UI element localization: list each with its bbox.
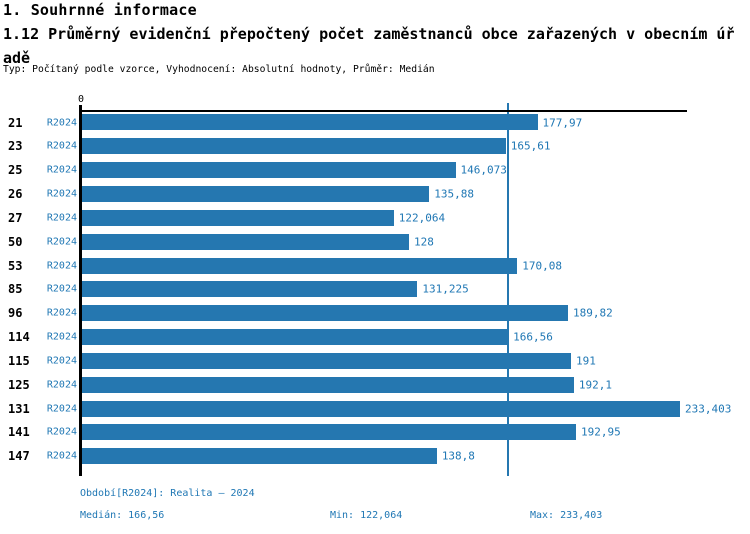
value-bar bbox=[82, 281, 418, 298]
row-category-label: 85 bbox=[8, 282, 23, 297]
bar-value-label: 128 bbox=[414, 235, 434, 249]
value-bar bbox=[82, 257, 518, 274]
value-bar bbox=[82, 162, 456, 179]
row-category-label: 26 bbox=[8, 187, 23, 202]
row-category-label: 141 bbox=[8, 425, 30, 440]
value-bar bbox=[82, 138, 506, 155]
bar-value-label: 233,403 bbox=[685, 402, 732, 416]
row-category-label: 21 bbox=[8, 115, 23, 130]
row-category-label: 125 bbox=[8, 377, 30, 392]
value-bar bbox=[82, 114, 538, 131]
chart-row: 26 R2024 135,88 bbox=[0, 182, 750, 206]
row-category-label: 50 bbox=[8, 234, 23, 249]
chart-title-line-2: adě bbox=[3, 49, 31, 67]
row-series-label: R2024 bbox=[46, 260, 77, 272]
bar-value-label: 192,1 bbox=[578, 378, 612, 392]
row-category-label: 27 bbox=[8, 210, 23, 225]
bar-value-label: 192,95 bbox=[581, 425, 621, 439]
value-bar bbox=[82, 376, 574, 393]
chart-row: 131 R2024 233,403 bbox=[0, 397, 750, 421]
row-series-label: R2024 bbox=[46, 164, 77, 176]
chart-rows: 21 R2024 177,97 23 R2024 165,61 25 R2024 146,073… bbox=[0, 111, 750, 469]
chart-row: 115 R2024 191 bbox=[0, 349, 750, 373]
legend-period: Období[R2024]: Realita – 2024 bbox=[80, 488, 255, 499]
chart-meta-info: Typ: Počítaný podle vzorce, Vyhodnocení:… bbox=[3, 64, 435, 75]
row-category-label: 131 bbox=[8, 401, 30, 416]
row-category-label: 23 bbox=[8, 139, 23, 154]
chart-row: 114 R2024 166,56 bbox=[0, 325, 750, 349]
chart-row: 85 R2024 131,225 bbox=[0, 278, 750, 302]
row-series-label: R2024 bbox=[46, 140, 77, 152]
row-category-label: 114 bbox=[8, 330, 30, 345]
bar-value-label: 170,08 bbox=[522, 259, 562, 273]
value-bar bbox=[82, 400, 680, 417]
row-series-label: R2024 bbox=[46, 283, 77, 295]
bar-value-label: 166,56 bbox=[513, 330, 553, 344]
chart-title-line-1: 1.12 Průměrný evidenční přepočtený počet… bbox=[3, 25, 735, 43]
row-series-label: R2024 bbox=[46, 212, 77, 224]
row-category-label: 96 bbox=[8, 306, 23, 321]
x-axis-line bbox=[79, 110, 687, 112]
row-category-label: 115 bbox=[8, 353, 30, 368]
stat-median: Medián: 166,56 bbox=[80, 510, 165, 521]
chart-row: 53 R2024 170,08 bbox=[0, 254, 750, 278]
bar-value-label: 189,82 bbox=[572, 306, 613, 320]
chart-row: 21 R2024 177,97 bbox=[0, 111, 750, 135]
row-series-label: R2024 bbox=[46, 117, 77, 129]
page-title: 1. Souhrnné informace bbox=[3, 1, 197, 19]
value-bar bbox=[82, 352, 571, 369]
row-series-label: R2024 bbox=[46, 188, 77, 200]
row-series-label: R2024 bbox=[46, 403, 77, 415]
value-bar bbox=[82, 305, 568, 322]
bar-value-label: 146,073 bbox=[460, 163, 507, 177]
row-series-label: R2024 bbox=[46, 450, 77, 462]
row-category-label: 25 bbox=[8, 163, 23, 178]
bar-value-label: 131,225 bbox=[422, 282, 469, 296]
value-bar bbox=[82, 233, 410, 250]
row-series-label: R2024 bbox=[46, 355, 77, 367]
row-category-label: 147 bbox=[8, 449, 30, 464]
chart-row: 27 R2024 122,064 bbox=[0, 206, 750, 230]
median-line bbox=[507, 103, 510, 476]
bar-value-label: 122,064 bbox=[398, 211, 446, 225]
chart-row: 23 R2024 165,61 bbox=[0, 134, 750, 158]
stat-min: Min: 122,064 bbox=[330, 510, 403, 521]
x-axis-zero-tick-label: 0 bbox=[77, 94, 85, 105]
chart-row: 96 R2024 189,82 bbox=[0, 301, 750, 325]
row-series-label: R2024 bbox=[46, 307, 77, 319]
bar-value-label: 191 bbox=[576, 354, 596, 368]
chart-row: 50 R2024 128 bbox=[0, 230, 750, 254]
chart-row: 141 R2024 192,95 bbox=[0, 421, 750, 445]
chart-row: 147 R2024 138,8 bbox=[0, 444, 750, 468]
bar-value-label: 165,61 bbox=[510, 139, 551, 153]
row-series-label: R2024 bbox=[46, 379, 77, 391]
chart-row: 25 R2024 146,073 bbox=[0, 158, 750, 182]
value-bar bbox=[82, 209, 394, 226]
bar-value-label: 138,8 bbox=[441, 449, 475, 463]
value-bar bbox=[82, 424, 577, 441]
y-axis-line bbox=[79, 105, 82, 476]
value-bar bbox=[82, 186, 430, 203]
value-bar bbox=[82, 448, 437, 465]
bar-value-label: 177,97 bbox=[542, 116, 583, 130]
row-series-label: R2024 bbox=[46, 331, 77, 343]
chart-row: 125 R2024 192,1 bbox=[0, 373, 750, 397]
row-series-label: R2024 bbox=[46, 426, 77, 438]
stat-max: Max: 233,403 bbox=[530, 510, 603, 521]
value-bar bbox=[82, 329, 509, 346]
row-series-label: R2024 bbox=[46, 236, 77, 248]
bar-value-label: 135,88 bbox=[434, 187, 475, 201]
row-category-label: 53 bbox=[8, 258, 23, 273]
